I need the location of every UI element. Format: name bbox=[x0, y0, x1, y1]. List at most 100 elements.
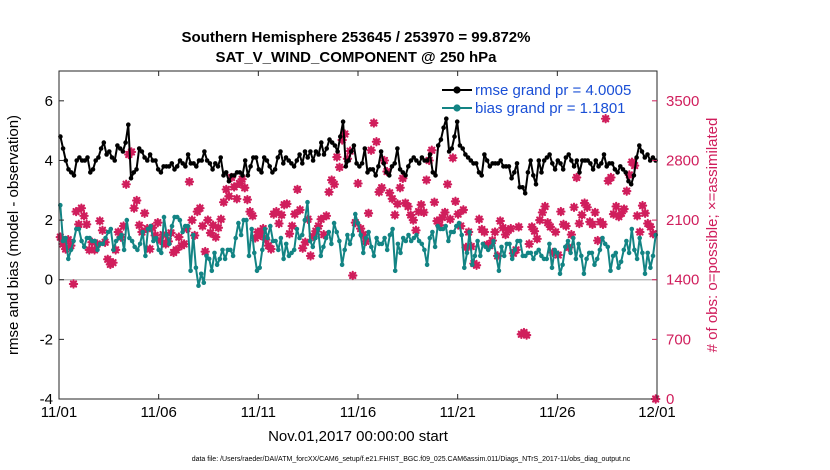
x-tick-label: 11/16 bbox=[340, 404, 376, 421]
obs-marker bbox=[126, 147, 137, 157]
series-point-bias bbox=[323, 235, 329, 241]
series-point-bias bbox=[159, 250, 164, 256]
obs-marker bbox=[197, 221, 208, 231]
series-point-bias bbox=[140, 229, 145, 235]
series-point-bias bbox=[456, 220, 462, 226]
obs-marker bbox=[179, 239, 189, 249]
y2-tick-label: 3500 bbox=[666, 93, 699, 110]
series-point-bias bbox=[501, 253, 507, 259]
series-point-rmse bbox=[316, 152, 321, 157]
obs-marker bbox=[150, 230, 160, 241]
series-point-rmse bbox=[555, 158, 561, 163]
obs-marker bbox=[229, 182, 239, 192]
series-point-rmse bbox=[512, 170, 517, 175]
series-point-rmse bbox=[609, 161, 615, 166]
series-point-rmse bbox=[101, 140, 107, 145]
series-point-rmse bbox=[473, 161, 479, 166]
obs-marker bbox=[313, 221, 324, 231]
series-point-bias bbox=[297, 235, 302, 241]
series-point-rmse bbox=[601, 152, 607, 157]
series-point-bias bbox=[95, 247, 100, 253]
series-point-rmse bbox=[180, 161, 185, 166]
obs-marker bbox=[321, 211, 332, 221]
obs-marker bbox=[247, 211, 258, 221]
series-point-rmse bbox=[479, 173, 485, 178]
series-point-bias bbox=[177, 217, 183, 223]
series-point-rmse bbox=[444, 116, 449, 121]
obs-marker bbox=[624, 170, 635, 180]
series-point-bias bbox=[278, 235, 284, 241]
series-point-bias bbox=[392, 268, 398, 274]
series-point-rmse bbox=[482, 152, 487, 157]
x-tick-label: 11/11 bbox=[241, 404, 276, 421]
series-point-bias bbox=[419, 241, 425, 247]
obs-marker bbox=[532, 234, 542, 244]
series-point-rmse bbox=[531, 173, 536, 178]
series-point-bias bbox=[334, 229, 340, 235]
obs-marker bbox=[213, 223, 224, 233]
obs-marker bbox=[440, 207, 450, 218]
series-point-rmse bbox=[115, 143, 120, 148]
series-point-bias bbox=[198, 271, 204, 277]
series-point-bias bbox=[496, 268, 502, 274]
series-point-bias bbox=[329, 241, 334, 247]
series-point-bias bbox=[185, 223, 191, 229]
series-point-rmse bbox=[131, 170, 137, 175]
obs-marker bbox=[282, 199, 292, 209]
series-point-rmse bbox=[272, 167, 278, 172]
series-point-rmse bbox=[544, 155, 550, 160]
obs-marker bbox=[392, 199, 403, 209]
series-point-rmse bbox=[433, 173, 438, 178]
series-point-rmse bbox=[427, 152, 433, 157]
obs-marker bbox=[363, 208, 374, 218]
obs-marker bbox=[419, 207, 429, 218]
series-point-rmse bbox=[460, 146, 466, 151]
obs-marker bbox=[326, 175, 337, 185]
obs-marker bbox=[537, 207, 548, 218]
series-point-bias bbox=[339, 262, 345, 268]
series-point-bias bbox=[462, 265, 467, 271]
series-point-rmse bbox=[169, 161, 175, 166]
obs-marker bbox=[216, 214, 226, 224]
obs-marker bbox=[350, 217, 361, 228]
series-point-rmse bbox=[541, 158, 547, 163]
series-point-rmse bbox=[642, 155, 648, 160]
obs-marker bbox=[587, 219, 598, 230]
series-point-bias bbox=[358, 232, 364, 238]
obs-marker bbox=[319, 229, 329, 240]
series-point-bias bbox=[87, 235, 92, 241]
series-point-rmse bbox=[109, 155, 115, 160]
series-point-rmse bbox=[631, 173, 637, 178]
obs-marker bbox=[556, 206, 566, 217]
series-point-bias bbox=[610, 253, 616, 259]
obs-marker bbox=[147, 223, 158, 233]
series-point-bias bbox=[321, 244, 326, 250]
series-point-rmse bbox=[395, 146, 400, 151]
series-point-bias bbox=[233, 235, 238, 241]
series-point-bias bbox=[124, 217, 130, 223]
series-point-bias bbox=[624, 238, 629, 244]
series-point-bias bbox=[350, 232, 356, 238]
series-point-rmse bbox=[359, 161, 365, 166]
series-point-rmse bbox=[522, 191, 528, 196]
obs-marker bbox=[506, 223, 516, 234]
obs-marker bbox=[92, 239, 102, 249]
series-point-bias bbox=[411, 235, 417, 241]
tick-labels: 11/01 11/06 11/11 11/16 11/21 11/26 12/01 -4 -2 0… bbox=[40, 93, 700, 421]
series-point-rmse bbox=[112, 158, 117, 163]
series-point-bias bbox=[602, 241, 608, 247]
series-point-rmse bbox=[117, 146, 123, 151]
obs-marker bbox=[305, 251, 316, 261]
series-point-rmse bbox=[569, 158, 574, 163]
series-point-rmse bbox=[348, 149, 354, 154]
series-point-rmse bbox=[213, 161, 218, 166]
obs-marker bbox=[611, 201, 621, 212]
series-point-rmse bbox=[215, 164, 221, 169]
series-point-rmse bbox=[261, 155, 267, 160]
series-point-bias bbox=[180, 229, 185, 235]
obs-marker bbox=[384, 188, 395, 198]
series-point-bias bbox=[387, 232, 393, 238]
series-point-rmse bbox=[536, 158, 542, 163]
obs-marker bbox=[250, 233, 260, 243]
